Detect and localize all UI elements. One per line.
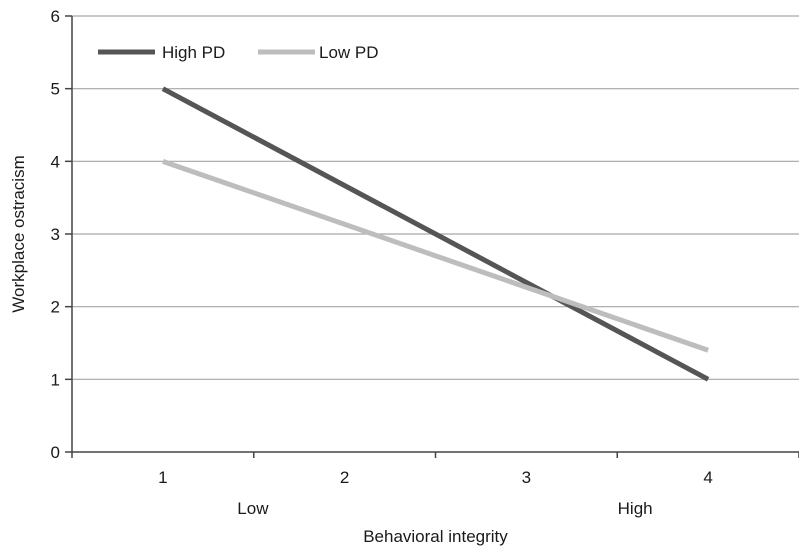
legend: High PD Low PD [98, 43, 379, 62]
y-axis-title: Workplace ostracism [9, 155, 28, 312]
legend-label-low-pd: Low PD [319, 43, 379, 62]
x-range-label-low: Low [237, 499, 269, 518]
grid [72, 15, 799, 380]
y-tick-label-4: 4 [51, 152, 60, 171]
y-tick-label-2: 2 [51, 298, 60, 317]
y-ticks: 0 1 2 3 4 5 6 [51, 7, 72, 462]
series-line-high-pd [161, 86, 710, 382]
x-tick-label-4: 4 [703, 468, 712, 487]
legend-label-high-pd: High PD [162, 43, 225, 62]
y-tick-label-1: 1 [51, 370, 60, 389]
x-tick-label-3: 3 [522, 468, 531, 487]
y-tick-label-0: 0 [51, 443, 60, 462]
y-tick-label-6: 6 [51, 7, 60, 26]
series-line-low-pd [162, 158, 709, 353]
x-tick-label-2: 2 [340, 468, 349, 487]
x-tick-label-1: 1 [158, 468, 167, 487]
y-tick-label-5: 5 [51, 80, 60, 99]
x-ticks: 1 2 3 4 [71, 452, 799, 487]
x-axis-title: Behavioral integrity [363, 527, 508, 546]
x-range-label-high: High [618, 499, 653, 518]
y-tick-label-3: 3 [51, 225, 60, 244]
series-lines [161, 86, 710, 382]
